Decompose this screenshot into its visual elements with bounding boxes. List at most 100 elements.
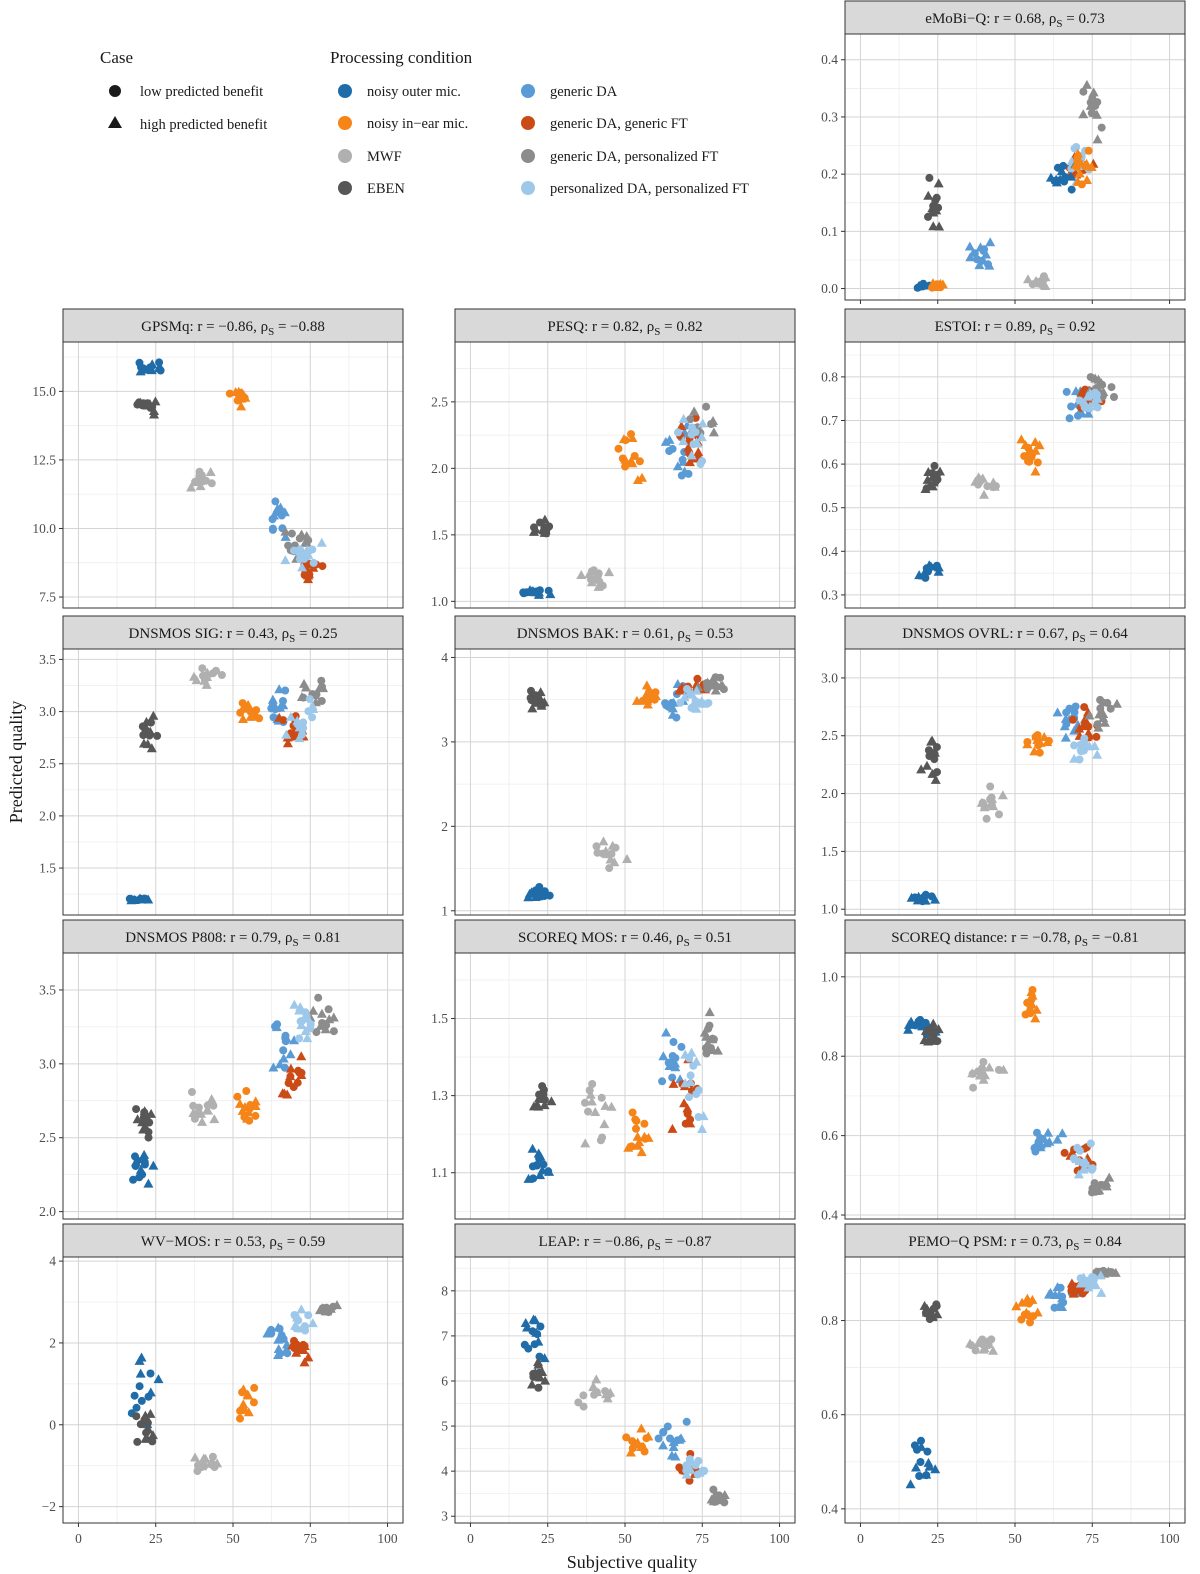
data-point-circle <box>933 768 941 777</box>
data-point-circle <box>597 1093 606 1102</box>
data-point-circle <box>153 731 162 740</box>
y-tick-label: 1.0 <box>431 594 448 609</box>
data-point-circle <box>687 703 696 712</box>
data-point-circle <box>592 842 601 851</box>
data-point-triangle <box>1044 1289 1055 1299</box>
panel-strip <box>844 919 1186 954</box>
panel-border <box>454 1256 796 1524</box>
data-point-circle <box>928 749 937 757</box>
data-point-circle <box>305 570 314 579</box>
data-point-circle <box>290 1336 298 1345</box>
data-point-triangle <box>295 1002 306 1012</box>
x-tick-label: 0 <box>75 1531 82 1546</box>
data-point-triangle <box>150 396 161 406</box>
data-point-triangle <box>289 999 300 1009</box>
data-point-triangle <box>1041 1138 1052 1148</box>
data-point-triangle <box>921 760 932 770</box>
data-point-triangle <box>533 1357 544 1367</box>
data-point-circle <box>329 1302 338 1311</box>
data-point-triangle <box>697 418 708 428</box>
data-point-triangle <box>1034 440 1045 450</box>
data-point-circle <box>614 444 623 453</box>
data-point-triangle <box>618 434 629 444</box>
data-point-circle <box>1072 143 1081 151</box>
data-point-triangle <box>530 891 541 901</box>
data-point-circle <box>683 685 691 693</box>
data-point-triangle <box>599 1119 610 1129</box>
data-point-triangle <box>146 1108 157 1118</box>
data-point-triangle <box>527 703 538 713</box>
y-tick-label: 2.0 <box>39 1204 56 1219</box>
data-point-triangle <box>1016 434 1027 444</box>
panel-r-value: −0.78 <box>1032 930 1067 946</box>
data-point-circle <box>279 697 287 705</box>
data-point-triangle <box>1078 1164 1089 1174</box>
data-point-triangle <box>679 466 690 476</box>
panel-title: DNSMOS P808: r = 0.79, ρS = 0.81 <box>125 930 341 949</box>
data-point-triangle <box>1082 391 1093 401</box>
data-point-triangle <box>668 1078 679 1088</box>
data-point-triangle <box>281 1344 292 1354</box>
data-point-triangle <box>206 1094 217 1104</box>
data-point-circle <box>678 455 687 464</box>
scatter-points <box>520 1314 730 1507</box>
data-point-triangle <box>275 502 286 512</box>
data-point-triangle <box>930 774 941 784</box>
y-tick-label: 4 <box>441 1464 448 1479</box>
legend-condition-label: generic DA, generic FT <box>550 116 688 132</box>
panel-r-value: 0.46 <box>642 930 669 946</box>
panel-strip <box>62 615 404 650</box>
panel-rho-subscript: S <box>1082 937 1088 949</box>
data-point-circle <box>142 1428 151 1437</box>
data-point-triangle <box>696 432 707 442</box>
data-point-circle <box>1050 176 1059 185</box>
y-tick-label: 0.8 <box>821 1049 838 1064</box>
data-point-circle <box>141 895 150 904</box>
data-point-triangle <box>250 1096 261 1106</box>
panel-title: eMoBi−Q: r = 0.68, ρS = 0.73 <box>925 11 1104 30</box>
data-point-circle <box>668 1073 677 1082</box>
data-point-triangle <box>250 1100 261 1110</box>
scatter-points <box>905 1266 1121 1489</box>
data-point-triangle <box>685 1118 696 1128</box>
x-tick-label: 100 <box>769 1531 790 1546</box>
panel-rho-eq: = <box>691 626 707 642</box>
data-point-circle <box>628 1437 637 1446</box>
data-point-triangle <box>1092 749 1103 759</box>
data-point-triangle <box>933 562 944 572</box>
panel-title: DNSMOS SIG: r = 0.43, ρS = 0.25 <box>129 626 338 645</box>
panel-border <box>844 648 1186 916</box>
data-point-triangle <box>1069 753 1080 763</box>
data-point-triangle <box>1081 158 1092 168</box>
data-point-circle <box>131 1162 140 1170</box>
legend-condition-item: personalized DA, personalized FT <box>521 181 749 197</box>
data-point-triangle <box>147 1430 158 1440</box>
data-point-circle <box>632 1124 640 1133</box>
data-point-triangle <box>905 1479 916 1489</box>
y-tick-label: 3.5 <box>39 652 56 667</box>
data-point-triangle <box>708 427 719 437</box>
panel-metric: DNSMOS SIG <box>129 626 220 642</box>
data-point-triangle <box>933 178 944 188</box>
scatter-points <box>523 1007 723 1183</box>
data-point-triangle <box>539 1353 550 1363</box>
y-axis-title: Predicted quality <box>6 701 26 823</box>
data-point-circle <box>978 798 987 807</box>
data-point-triangle <box>297 562 308 572</box>
scatter-points <box>125 664 329 905</box>
data-point-triangle <box>268 510 279 520</box>
panel-rho-eq: = <box>1063 11 1079 27</box>
data-point-circle <box>984 260 992 269</box>
y-tick-label: 0.8 <box>821 1313 838 1328</box>
data-point-circle <box>1060 1148 1069 1157</box>
data-point-triangle <box>200 1453 211 1463</box>
data-point-circle <box>1017 1315 1026 1324</box>
data-point-triangle <box>234 1098 245 1108</box>
data-point-circle <box>539 1160 548 1169</box>
panel-metric: PESQ <box>547 319 584 335</box>
data-point-circle <box>685 1476 694 1485</box>
data-point-triangle <box>585 1089 596 1099</box>
panel-border <box>844 33 1186 301</box>
data-point-triangle <box>270 703 281 713</box>
